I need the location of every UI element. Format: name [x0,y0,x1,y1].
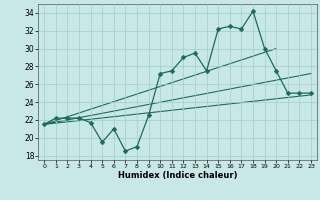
X-axis label: Humidex (Indice chaleur): Humidex (Indice chaleur) [118,171,237,180]
